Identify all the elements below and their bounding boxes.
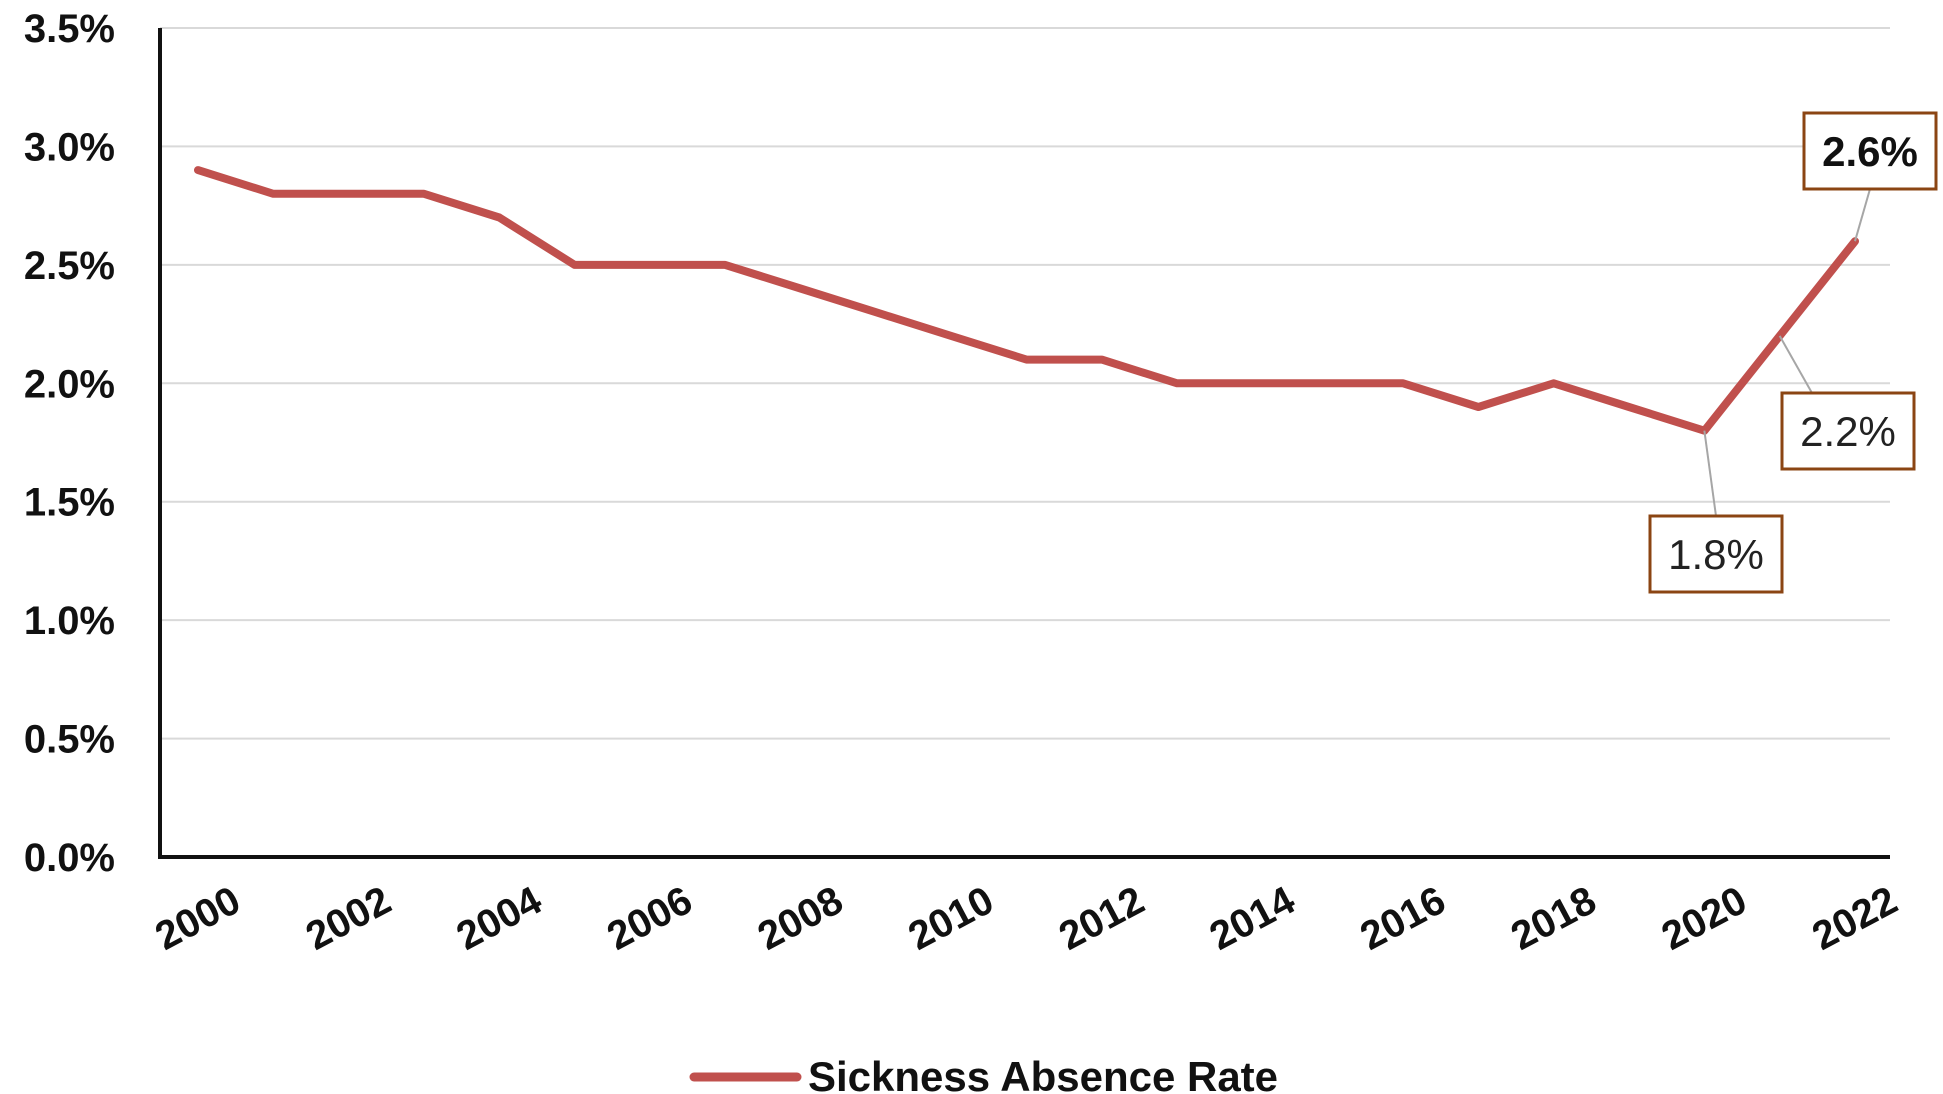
annotation-label: 2.2%	[1800, 408, 1896, 455]
x-tick-label: 2004	[450, 878, 550, 959]
axes	[158, 28, 1890, 859]
x-tick-label: 2018	[1504, 878, 1603, 959]
x-tick-label: 2008	[751, 878, 850, 959]
x-tick-label: 2022	[1805, 878, 1904, 959]
x-tick-label: 2010	[901, 878, 1000, 959]
annotation-label: 1.8%	[1668, 531, 1764, 578]
legend-entry: Sickness Absence Rate	[808, 1053, 1278, 1094]
annotation-leader-line	[1854, 188, 1871, 242]
annotation-box	[1648, 514, 1784, 594]
y-tick-label: 1.5%	[24, 481, 115, 525]
y-tick-label: 2.0%	[24, 362, 115, 406]
x-tick-label: 2002	[299, 878, 398, 959]
x-axis-tick-labels: 2000 2002 2004 2006 2008 2010 2012 2014 2016 2018…	[148, 878, 1904, 959]
annotation-box	[1780, 391, 1916, 471]
x-tick-label: 2014	[1203, 878, 1303, 959]
y-tick-label: 3.5%	[24, 7, 115, 51]
x-tick-label: 2012	[1052, 878, 1151, 959]
y-tick-label: 0.0%	[24, 836, 115, 880]
x-tick-label: 2006	[600, 878, 699, 959]
series-lines	[194, 166, 1859, 435]
annotation-label: 2.6%	[1822, 128, 1918, 175]
annotation-box	[1802, 111, 1938, 191]
y-tick-label: 2.5%	[24, 244, 115, 288]
x-tick-label: 2020	[1655, 878, 1754, 959]
annotation-leader-line	[1703, 430, 1717, 517]
y-tick-label: 3.0%	[24, 125, 115, 169]
y-tick-label: 1.0%	[24, 599, 115, 643]
legend: Sickness Absence Rate	[689, 1053, 1278, 1094]
y-tick-label: 0.5%	[24, 718, 115, 762]
x-tick-label: 2016	[1353, 878, 1452, 959]
data-annotations: 2.6% 2.2% 1.8%	[1648, 111, 1938, 594]
x-tick-label: 2000	[148, 878, 247, 959]
y-axis-tick-labels: 0.0% 0.5% 1.0% 1.5% 2.0% 2.5% 3.0% 3.5%	[24, 7, 115, 880]
series-line	[194, 166, 1859, 435]
annotation-leader-line	[1778, 335, 1813, 394]
gridlines	[160, 27, 1890, 740]
